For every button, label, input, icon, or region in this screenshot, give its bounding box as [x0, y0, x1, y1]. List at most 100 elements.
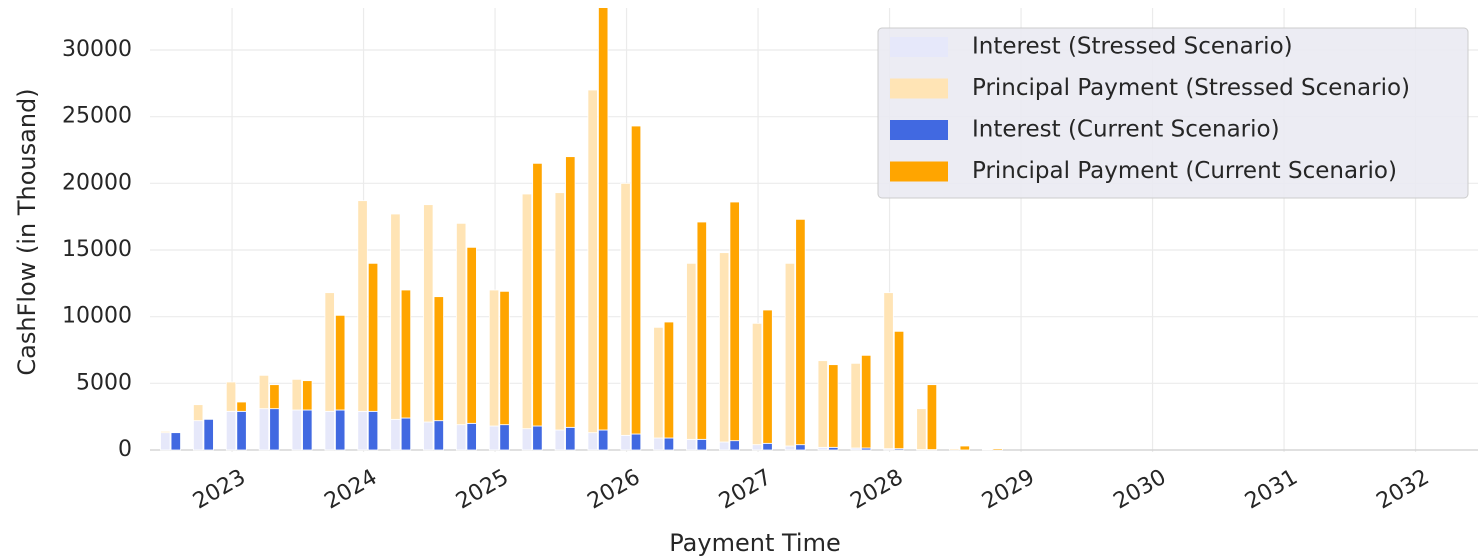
x-tick-label: 2026 [584, 465, 645, 515]
y-tick-label: 20000 [62, 170, 132, 195]
legend-label: Interest (Stressed Scenario) [972, 34, 1293, 60]
bar [620, 434, 631, 451]
bar [521, 193, 533, 430]
bar [170, 432, 181, 451]
bar [916, 408, 927, 450]
bar [302, 380, 313, 411]
bar [795, 444, 806, 451]
bar [587, 432, 598, 451]
bar [193, 404, 204, 422]
bar [390, 213, 401, 420]
bar [499, 424, 510, 451]
bar [193, 420, 204, 451]
bar [653, 326, 664, 439]
y-tick-label: 10000 [62, 304, 132, 329]
bar [828, 446, 839, 451]
x-tick-label: 2030 [1110, 465, 1171, 515]
bar [565, 156, 576, 428]
bar [565, 426, 576, 451]
y-axis-label: CashFlow (in Thousand) [13, 88, 41, 375]
legend-label: Interest (Current Scenario) [972, 117, 1280, 143]
legend-label: Principal Payment (Stressed Scenario) [972, 75, 1410, 101]
bar [302, 409, 313, 451]
bar [959, 445, 970, 451]
bar [291, 378, 302, 411]
bar [335, 409, 346, 451]
bar [335, 314, 346, 411]
bar [499, 290, 510, 426]
bar [357, 200, 368, 412]
bar [225, 410, 237, 451]
bar [686, 438, 697, 451]
x-tick-label: 2032 [1373, 465, 1434, 515]
legend-swatch [890, 161, 948, 182]
bar [719, 252, 730, 443]
bar [653, 437, 664, 451]
bar [982, 448, 993, 451]
bar [357, 410, 368, 451]
legend-label: Principal Payment (Current Scenario) [972, 158, 1397, 184]
bar [729, 201, 740, 442]
bar [456, 222, 467, 426]
bar [795, 218, 806, 446]
legend-swatch [890, 37, 948, 57]
bar [620, 182, 631, 436]
x-tick-label: 2028 [847, 465, 908, 515]
bar [719, 441, 730, 451]
bar [433, 420, 444, 451]
x-tick-label: 2031 [1241, 465, 1302, 515]
y-tick-label: 30000 [62, 37, 132, 62]
bar [400, 417, 412, 451]
bar [817, 446, 828, 451]
legend: Interest (Stressed Scenario) Principal Pa… [877, 27, 1469, 199]
bar [324, 410, 335, 451]
bar [696, 221, 707, 440]
bar [598, 8, 609, 431]
legend-swatch [890, 120, 948, 140]
bar [630, 125, 642, 435]
bar [269, 384, 280, 410]
bar [949, 448, 960, 451]
bar [784, 262, 796, 447]
legend-frame [877, 27, 1469, 199]
y-tick-label: 0 [118, 437, 132, 462]
bar [160, 430, 171, 434]
bar [663, 437, 675, 451]
bar [762, 309, 773, 444]
bar [893, 330, 905, 450]
bar [554, 429, 565, 451]
bar [488, 289, 500, 427]
x-tick-label: 2027 [715, 465, 776, 515]
bar [521, 428, 533, 451]
bar [466, 246, 477, 424]
bars [160, 8, 1003, 451]
bar [926, 384, 938, 450]
y-tick-label: 15000 [62, 237, 132, 262]
bar [291, 409, 302, 451]
bar [762, 442, 773, 451]
bar [992, 448, 1003, 451]
bar [423, 204, 434, 423]
bar [367, 262, 379, 412]
x-axis-label: Payment Time [669, 529, 840, 557]
bar [367, 410, 379, 451]
bar [225, 381, 237, 412]
bar [203, 418, 214, 451]
bar [630, 433, 642, 451]
bar [696, 438, 707, 451]
bar [861, 354, 872, 449]
bar [850, 362, 861, 449]
legend-swatch [890, 78, 948, 99]
bar [598, 429, 609, 451]
bar [751, 322, 763, 446]
x-tick-label: 2024 [321, 465, 382, 515]
bar [236, 410, 247, 451]
bar [751, 444, 763, 451]
bar [729, 440, 740, 451]
grid [150, 8, 1478, 452]
bar [663, 321, 675, 439]
bar [554, 192, 565, 431]
x-tick-label: 2023 [189, 465, 250, 515]
bar [817, 360, 828, 448]
bar [587, 89, 598, 434]
